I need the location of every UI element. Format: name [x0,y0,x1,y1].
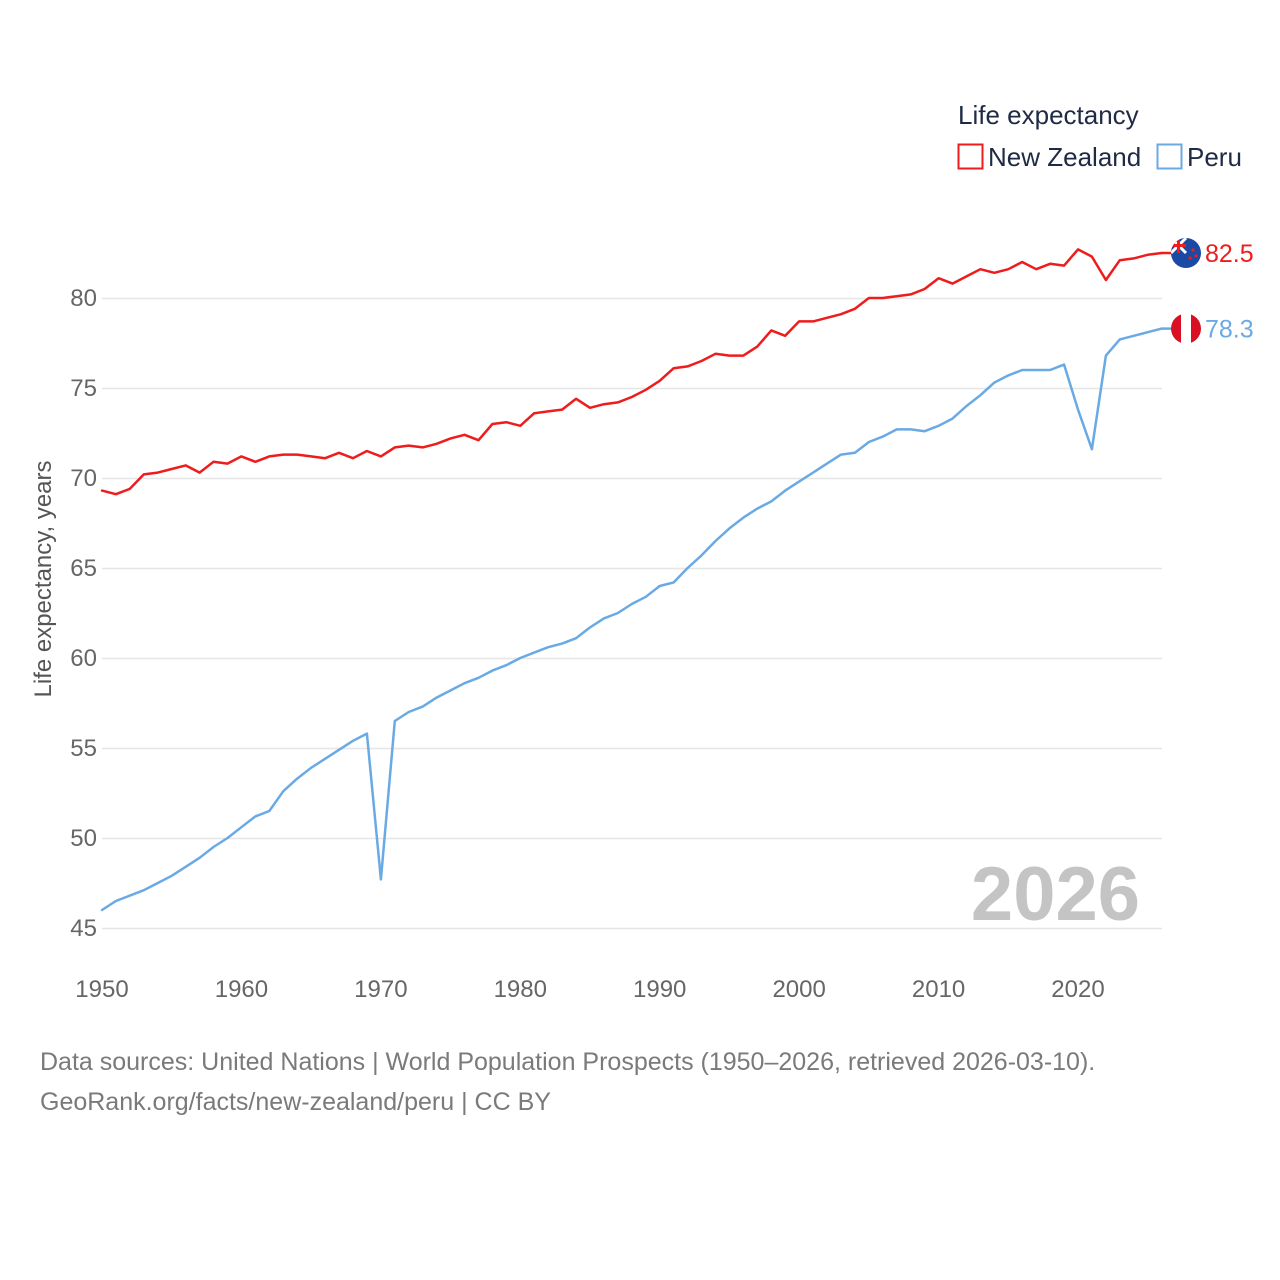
gridlines [102,297,1162,930]
flag-star-3 [1194,254,1198,258]
flag-star-2 [1188,256,1192,260]
legend-title: Life expectancy [958,100,1139,130]
legend-swatch-new-zealand [957,143,984,170]
y-axis-ticks: 45 50 55 60 65 70 75 80 [70,285,97,942]
end-label-new-zealand: 82.5 [1205,240,1254,268]
x-tick-label-1980: 1980 [494,976,547,1003]
y-tick-label-55: 55 [70,735,97,762]
y-tick-label-50: 50 [70,825,97,852]
y-tick-label-80: 80 [70,285,97,312]
legend-label-new-zealand: New Zealand [988,142,1141,172]
y-tick-label-65: 65 [70,555,97,582]
flag-star-1 [1191,248,1195,252]
flag-stripe-left [1171,313,1181,344]
x-tick-label-2010: 2010 [912,976,965,1003]
legend-swatch-peru [1156,143,1183,170]
y-tick-label-70: 70 [70,465,97,492]
footer-sources: Data sources: United Nations | World Pop… [40,1042,1240,1122]
source-line: Data sources: United Nations | World Pop… [40,1048,1096,1076]
y-axis-title: Life expectancy, years [30,460,57,697]
series-lines [100,248,1163,912]
y-tick-label-75: 75 [70,375,97,402]
year-label: 2026 [971,852,1140,937]
x-tick-label-2000: 2000 [772,976,825,1003]
flag-body-peru [1171,313,1201,344]
legend: Life expectancy New Zealand Peru [957,100,1242,172]
series-line-new-zealand [100,248,1163,496]
x-tick-label-1970: 1970 [354,976,407,1003]
peru-flag-icon [1171,313,1201,344]
series-end-markers: 82.5 78.3 [1161,238,1254,344]
new-zealand-flag-icon [1171,238,1201,268]
y-tick-label-60: 60 [70,645,97,672]
end-label-peru: 78.3 [1205,316,1254,344]
y-tick-label-45: 45 [70,915,97,942]
legend-label-peru: Peru [1187,142,1242,172]
x-tick-label-1990: 1990 [633,976,686,1003]
flag-body-new-zealand [1171,238,1201,268]
x-tick-label-2020: 2020 [1051,976,1104,1003]
x-tick-label-1950: 1950 [75,976,128,1003]
series-line-peru [100,327,1163,912]
flag-stripe-right [1191,313,1201,344]
x-tick-label-1960: 1960 [215,976,268,1003]
x-axis-ticks: 1950 1960 1970 1980 1990 2000 2010 2020 [75,976,1104,1003]
credit-line: GeoRank.org/facts/new-zealand/peru | CC … [40,1088,551,1116]
flag-stripe-middle [1181,313,1191,344]
